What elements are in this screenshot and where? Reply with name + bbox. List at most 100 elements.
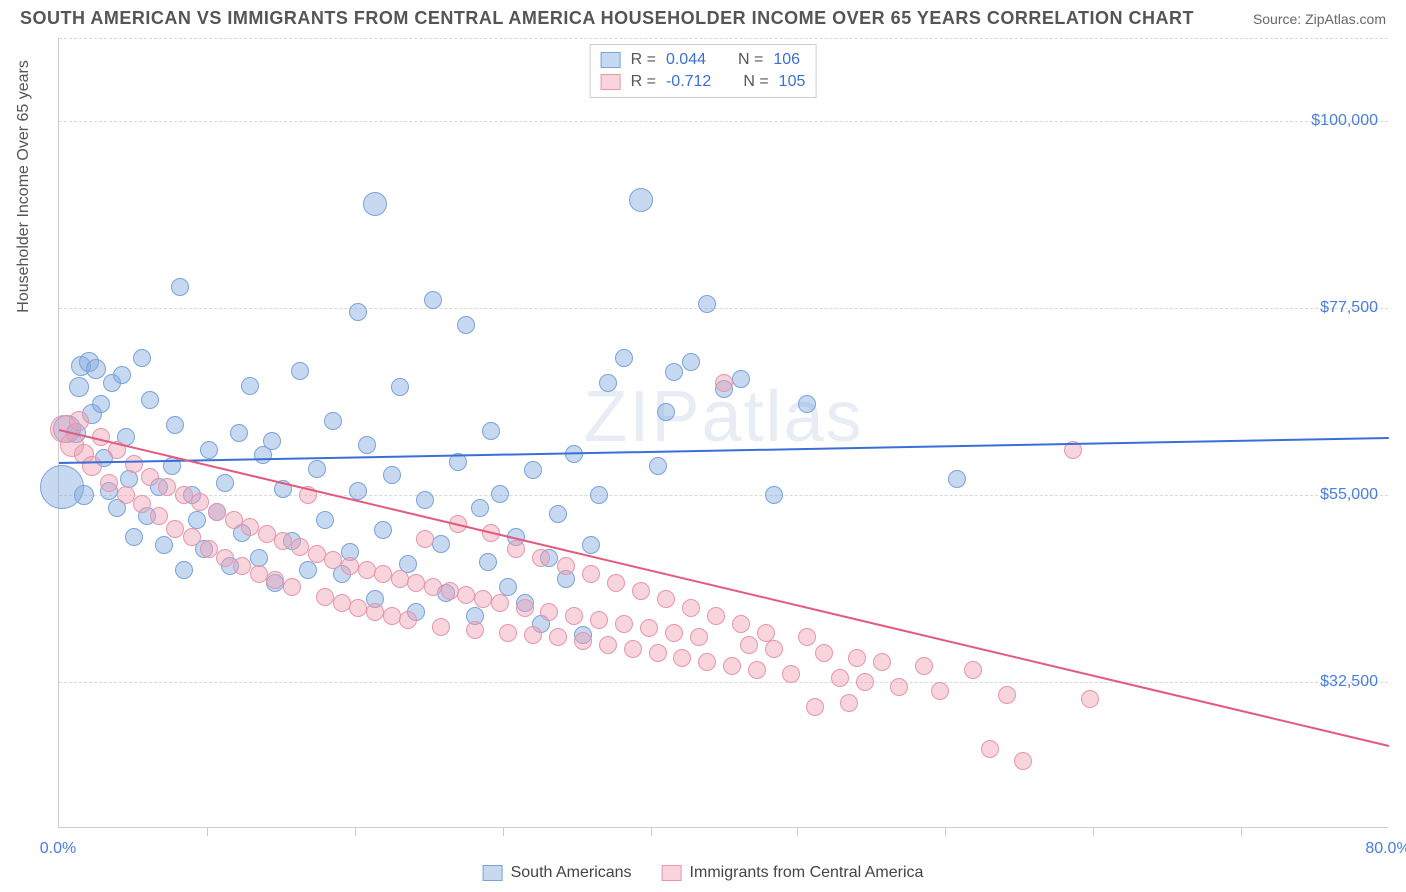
data-point [657, 403, 675, 421]
data-point [291, 538, 309, 556]
data-point [175, 561, 193, 579]
data-point [274, 532, 292, 550]
data-point [856, 673, 874, 691]
legend-swatch [662, 865, 682, 881]
data-point [532, 549, 550, 567]
n-value: 106 [773, 51, 800, 69]
chart-title: SOUTH AMERICAN VS IMMIGRANTS FROM CENTRA… [20, 8, 1194, 29]
data-point [848, 649, 866, 667]
data-point [416, 491, 434, 509]
data-point [599, 636, 617, 654]
data-point [499, 578, 517, 596]
data-point [283, 578, 301, 596]
data-point [590, 611, 608, 629]
y-tick-label: $55,000 [1320, 486, 1378, 504]
data-point [166, 520, 184, 538]
chart-source: Source: ZipAtlas.com [1253, 11, 1386, 27]
x-tick [355, 828, 356, 836]
data-point [723, 657, 741, 675]
data-point [133, 349, 151, 367]
y-tick-label: $32,500 [1320, 673, 1378, 691]
data-point [308, 545, 326, 563]
data-point [1014, 752, 1032, 770]
data-point [291, 362, 309, 380]
data-point [640, 619, 658, 637]
data-point [665, 624, 683, 642]
data-point [241, 377, 259, 395]
data-point [765, 640, 783, 658]
data-point [499, 624, 517, 642]
data-point [998, 686, 1016, 704]
data-point [349, 482, 367, 500]
data-point [69, 411, 89, 431]
data-point [549, 505, 567, 523]
n-value: 105 [779, 73, 806, 91]
data-point [86, 359, 106, 379]
data-point [479, 553, 497, 571]
data-point [208, 503, 226, 521]
trend-line [59, 429, 1389, 747]
data-point [171, 278, 189, 296]
data-point [125, 455, 143, 473]
grid-line [59, 495, 1388, 496]
data-point [166, 416, 184, 434]
data-point [757, 624, 775, 642]
data-point [682, 599, 700, 617]
data-point [649, 457, 667, 475]
grid-line [59, 38, 1388, 39]
data-point [629, 188, 653, 212]
data-point [424, 291, 442, 309]
x-tick [945, 828, 946, 836]
data-point [732, 370, 750, 388]
data-point [491, 485, 509, 503]
data-point [831, 669, 849, 687]
data-point [263, 432, 281, 450]
data-point [873, 653, 891, 671]
data-point [230, 424, 248, 442]
data-point [582, 565, 600, 583]
data-point [158, 478, 176, 496]
legend-swatch [601, 74, 621, 90]
data-point [150, 507, 168, 525]
data-point [615, 349, 633, 367]
data-point [141, 468, 159, 486]
legend-label: Immigrants from Central America [690, 864, 924, 882]
data-point [250, 565, 268, 583]
data-point [557, 557, 575, 575]
data-point [549, 628, 567, 646]
y-tick-label: $77,500 [1320, 299, 1378, 317]
data-point [624, 640, 642, 658]
data-point [540, 603, 558, 621]
data-point [673, 649, 691, 667]
data-point [241, 518, 259, 536]
data-point [200, 540, 218, 558]
data-point [466, 621, 484, 639]
data-point [424, 578, 442, 596]
data-point [383, 466, 401, 484]
data-point [815, 644, 833, 662]
data-point [100, 474, 118, 492]
chart-header: SOUTH AMERICAN VS IMMIGRANTS FROM CENTRA… [0, 0, 1406, 33]
data-point [931, 682, 949, 700]
data-point [915, 657, 933, 675]
data-point [363, 192, 387, 216]
data-point [964, 661, 982, 679]
n-label: N = [743, 73, 768, 91]
legend-series: South AmericansImmigrants from Central A… [483, 864, 924, 882]
data-point [840, 694, 858, 712]
grid-line [59, 682, 1388, 683]
data-point [798, 395, 816, 413]
data-point [657, 590, 675, 608]
x-tick [797, 828, 798, 836]
legend-swatch [601, 52, 621, 68]
legend-swatch [483, 865, 503, 881]
data-point [188, 511, 206, 529]
x-tick [207, 828, 208, 836]
x-tick [1093, 828, 1094, 836]
data-point [383, 607, 401, 625]
n-label: N = [738, 51, 763, 69]
data-point [565, 607, 583, 625]
data-point [632, 582, 650, 600]
data-point [399, 611, 417, 629]
data-point [316, 588, 334, 606]
